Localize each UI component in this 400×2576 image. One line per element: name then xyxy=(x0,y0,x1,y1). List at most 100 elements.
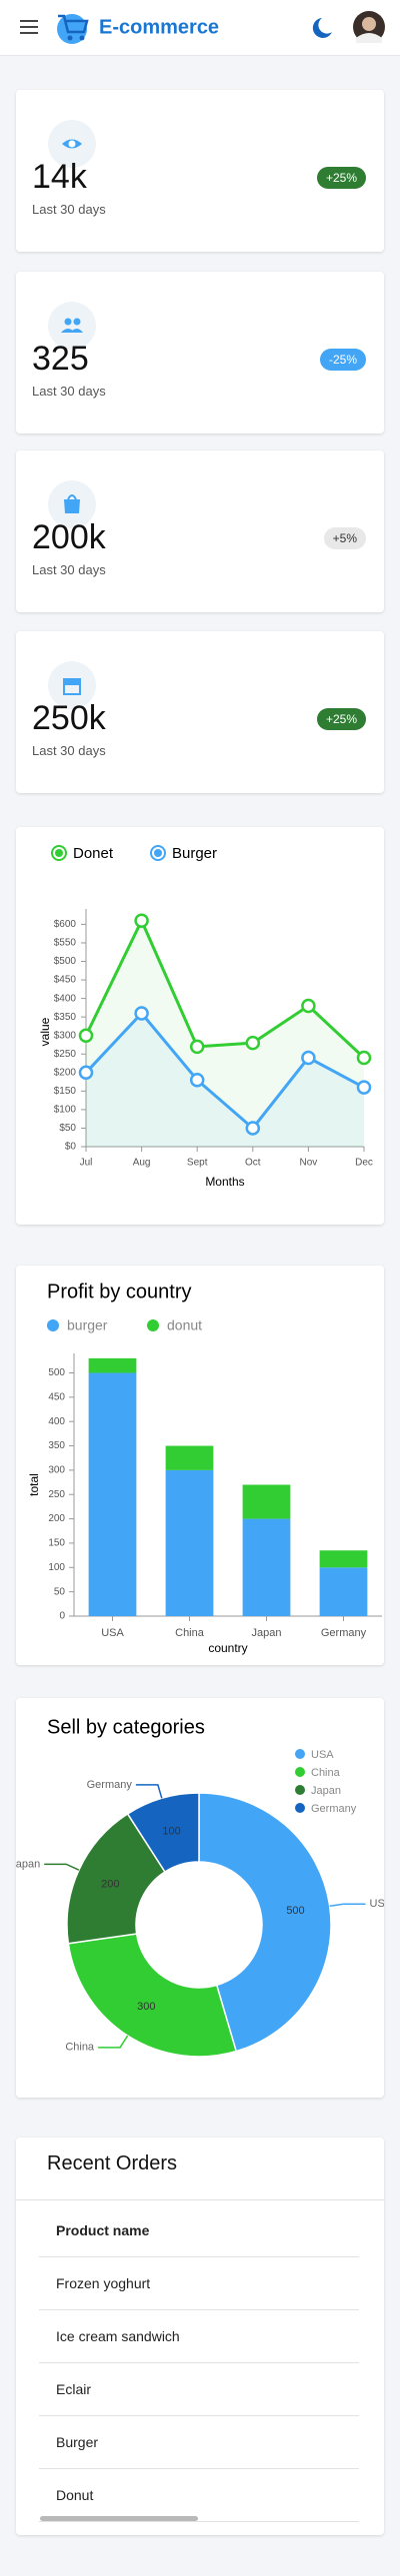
bar-chart-card: Profit by country burger donut 0 50 100 150 200… xyxy=(16,1266,384,1665)
pie-chart: Sell by categories USA China Japan Germany 50… xyxy=(16,1716,384,2058)
y-tick-label: 350 xyxy=(48,1440,65,1451)
point xyxy=(134,1006,149,1021)
leader-line xyxy=(329,1903,366,1907)
order-row: Burger xyxy=(39,2416,359,2469)
legend-label: USA xyxy=(311,1749,334,1761)
order-row: Frozen yoghurt xyxy=(39,2257,359,2310)
point xyxy=(78,1028,94,1043)
y-tick-label: $500 xyxy=(54,956,77,967)
app-title: E-commerce xyxy=(99,16,219,38)
slice-label: China xyxy=(65,2042,95,2054)
orders-title: Recent Orders xyxy=(47,2152,178,2174)
y-tick-label: 200 xyxy=(48,1513,65,1524)
stat-card: 325 Last 30 days -25% xyxy=(16,272,384,433)
legend-label: Japan xyxy=(311,1785,341,1797)
stat-badge: -25% xyxy=(319,349,366,371)
scrollbar[interactable] xyxy=(40,2516,198,2521)
stat-icon xyxy=(48,480,96,528)
x-tick-label: Jul xyxy=(80,1158,93,1169)
line-chart-card: Donet Burger $0 $50 $100 $150 $200 $250 $300 $350… xyxy=(16,827,384,1225)
bar xyxy=(88,1372,137,1616)
theme-toggle[interactable] xyxy=(312,18,332,38)
bar xyxy=(242,1518,291,1616)
slice-label: Germany xyxy=(87,1779,133,1791)
legend-marker xyxy=(295,1785,305,1795)
leader-line xyxy=(135,1784,163,1799)
icon-bg xyxy=(48,302,96,350)
bar xyxy=(88,1357,137,1373)
stat-value: 200k xyxy=(32,518,106,556)
point xyxy=(189,1039,205,1055)
legend-marker xyxy=(55,849,63,857)
legend-marker xyxy=(47,1319,59,1331)
icon xyxy=(64,499,80,513)
legend-marker xyxy=(154,849,162,857)
stat-icon xyxy=(48,302,96,350)
y-tick-label: $450 xyxy=(54,975,77,986)
chart-title: Profit by country xyxy=(47,1281,192,1302)
slice-value: 500 xyxy=(286,1905,304,1917)
legend-marker xyxy=(295,1803,305,1813)
series-area xyxy=(86,1013,364,1147)
slice xyxy=(126,1792,200,1874)
point xyxy=(301,998,316,1014)
y-tick-label: 300 xyxy=(48,1465,65,1476)
menu-button[interactable] xyxy=(20,20,38,34)
point xyxy=(245,1121,261,1136)
stat-card: 250k Last 30 days +25% xyxy=(16,631,384,793)
icon xyxy=(73,318,81,326)
y-tick-label: $250 xyxy=(54,1049,77,1060)
x-tick-label: USA xyxy=(101,1627,124,1639)
y-tick-label: $550 xyxy=(54,938,77,949)
order-row: Ice cream sandwich xyxy=(39,2310,359,2363)
app-bar: E-commerce xyxy=(0,0,400,56)
y-tick-label: $350 xyxy=(54,1012,77,1023)
stat-icon xyxy=(48,120,96,168)
logo xyxy=(57,14,89,44)
point xyxy=(356,1050,372,1066)
leader-line xyxy=(98,2035,129,2049)
x-tick-label: Nov xyxy=(300,1158,318,1169)
stat-badge: +25% xyxy=(316,708,366,730)
y-axis-label: total xyxy=(27,1473,41,1496)
icon xyxy=(68,140,76,148)
legend-marker xyxy=(295,1749,305,1759)
leader-line xyxy=(44,1863,80,1871)
x-tick-label: Japan xyxy=(252,1627,282,1639)
bar xyxy=(319,1567,368,1616)
avatar[interactable] xyxy=(353,11,385,43)
stat-caption: Last 30 days xyxy=(32,384,106,399)
bar xyxy=(242,1484,291,1519)
y-tick-label: $50 xyxy=(59,1123,76,1134)
y-tick-label: 50 xyxy=(54,1586,66,1597)
icon xyxy=(63,678,81,684)
y-tick-label: 0 xyxy=(59,1611,65,1622)
stat-value: 14k xyxy=(32,158,87,196)
stat-badge: +25% xyxy=(316,167,366,189)
y-tick-label: 500 xyxy=(48,1367,65,1378)
stat-value: 250k xyxy=(32,699,106,737)
x-axis-label: country xyxy=(208,1641,247,1655)
x-axis-label: Months xyxy=(205,1175,244,1189)
line-chart: Donet Burger $0 $50 $100 $150 $200 $250 $300 $350… xyxy=(38,845,373,1189)
bar-chart: Profit by country burger donut 0 50 100 150 200… xyxy=(27,1281,382,1655)
slice-value: 100 xyxy=(162,1825,180,1837)
slice-label: Japan xyxy=(16,1858,40,1870)
y-tick-label: $400 xyxy=(54,993,77,1004)
bar xyxy=(165,1469,214,1616)
stat-caption: Last 30 days xyxy=(32,202,106,217)
app-bar-graphics: E-commerce xyxy=(20,11,385,44)
y-tick-label: 100 xyxy=(48,1562,65,1573)
stat-card: 14k Last 30 days +25% xyxy=(16,90,384,252)
series-line xyxy=(84,1011,365,1131)
x-tick-label: Germany xyxy=(321,1627,367,1639)
icon xyxy=(63,683,81,695)
series-line xyxy=(84,917,366,1060)
legend-label: Germany xyxy=(311,1803,357,1815)
divider xyxy=(16,2199,384,2200)
point xyxy=(78,1065,94,1081)
point xyxy=(301,1050,316,1066)
legend-label: Burger xyxy=(172,845,217,862)
icon xyxy=(61,329,83,333)
